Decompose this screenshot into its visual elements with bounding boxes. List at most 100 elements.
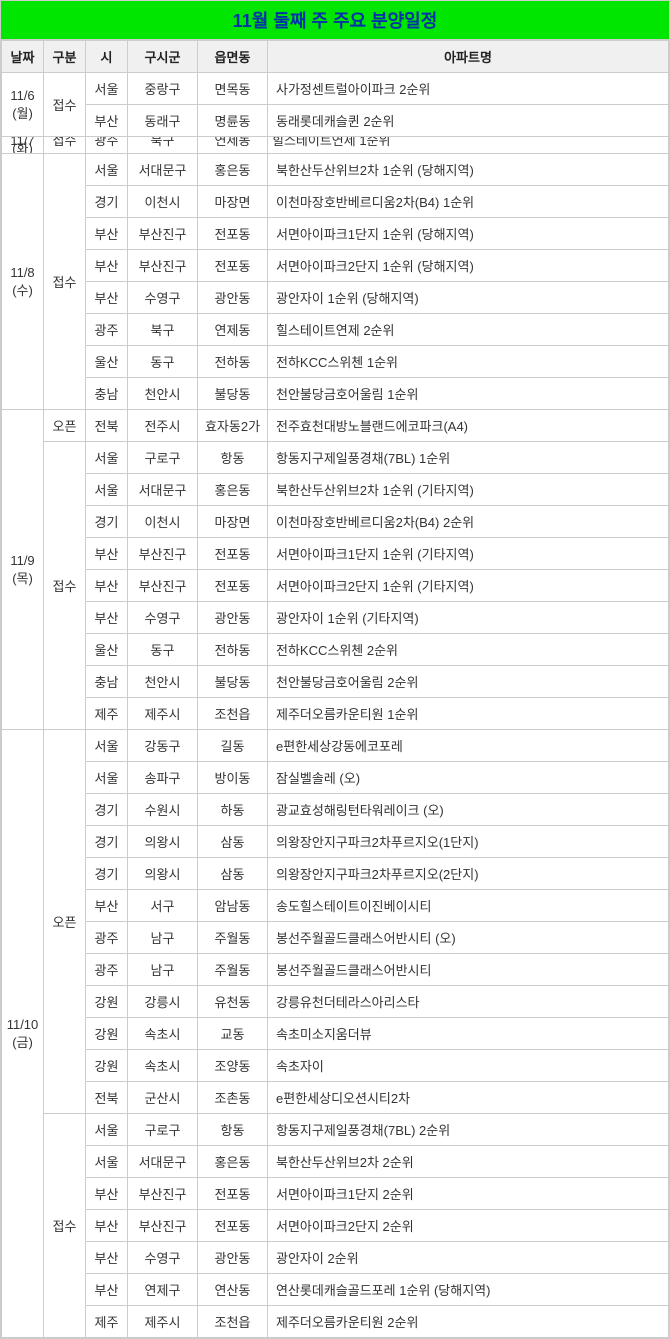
- table-row: 경기수원시하동광교효성해링턴타워레이크 (오): [2, 794, 669, 826]
- city-cell: 부산: [86, 1242, 128, 1274]
- city-cell: 경기: [86, 506, 128, 538]
- district-cell: 이천시: [128, 186, 198, 218]
- district-cell: 중랑구: [128, 73, 198, 105]
- city-cell: 부산: [86, 538, 128, 570]
- apartment-cell: 제주더오름카운티원 2순위: [268, 1306, 669, 1338]
- dong-cell: 홍은동: [198, 154, 268, 186]
- city-cell: 울산: [86, 634, 128, 666]
- district-cell: 동래구: [128, 105, 198, 137]
- city-cell: 서울: [86, 442, 128, 474]
- district-cell: 서대문구: [128, 1146, 198, 1178]
- dong-cell: 효자동2가: [198, 410, 268, 442]
- dong-cell: 불당동: [198, 666, 268, 698]
- apartment-cell: 속초자이: [268, 1050, 669, 1082]
- dong-cell: 전포동: [198, 1178, 268, 1210]
- city-cell: 부산: [86, 1210, 128, 1242]
- table-row: 부산수영구광안동광안자이 1순위 (기타지역): [2, 602, 669, 634]
- apartment-cell: 광안자이 2순위: [268, 1242, 669, 1274]
- city-cell: 충남: [86, 666, 128, 698]
- apartment-cell: 천안불당금호어울림 2순위: [268, 666, 669, 698]
- city-cell: 서울: [86, 730, 128, 762]
- apartment-cell: 동래롯데캐슬퀸 2순위: [268, 105, 669, 137]
- apartment-cell: 서면아이파크1단지 1순위 (기타지역): [268, 538, 669, 570]
- date-cell: 11/10 (금): [2, 730, 44, 1338]
- apartment-cell: 천안불당금호어울림 1순위: [268, 378, 669, 410]
- dong-cell: 홍은동: [198, 474, 268, 506]
- table-row: 광주북구연제동힐스테이트연제 2순위: [2, 314, 669, 346]
- table-row: 충남천안시불당동천안불당금호어울림 1순위: [2, 378, 669, 410]
- apartment-cell: 이천마장호반베르디움2차(B4) 2순위: [268, 506, 669, 538]
- dong-cell: 전포동: [198, 218, 268, 250]
- city-cell: 부산: [86, 890, 128, 922]
- apartment-cell: 힐스테이트연제 1순위: [268, 137, 669, 154]
- table-row: 경기의왕시삼동의왕장안지구파크2차푸르지오(1단지): [2, 826, 669, 858]
- district-cell: 구로구: [128, 1114, 198, 1146]
- table-row: 부산부산진구전포동서면아이파크1단지 1순위 (당해지역): [2, 218, 669, 250]
- dong-cell: 연제동: [198, 314, 268, 346]
- apartment-cell: e편한세상디오션시티2차: [268, 1082, 669, 1114]
- apartment-cell: 전주효천대방노블랜드에코파크(A4): [268, 410, 669, 442]
- dong-cell: 전하동: [198, 346, 268, 378]
- table-row: 충남천안시불당동천안불당금호어울림 2순위: [2, 666, 669, 698]
- district-cell: 천안시: [128, 666, 198, 698]
- col-header-dong: 읍면동: [198, 41, 268, 73]
- table-row: 서울송파구방이동잠실벨솔레 (오): [2, 762, 669, 794]
- city-cell: 강원: [86, 1050, 128, 1082]
- city-cell: 경기: [86, 794, 128, 826]
- city-cell: 전북: [86, 410, 128, 442]
- table-row: 11/8 (수)접수서울서대문구홍은동북한산두산위브2차 1순위 (당해지역): [2, 154, 669, 186]
- date-cell: 11/9 (목): [2, 410, 44, 730]
- table-row: 부산부산진구전포동서면아이파크1단지 2순위: [2, 1178, 669, 1210]
- city-cell: 부산: [86, 282, 128, 314]
- apartment-cell: 서면아이파크1단지 1순위 (당해지역): [268, 218, 669, 250]
- city-cell: 부산: [86, 218, 128, 250]
- table-row: 전북군산시조촌동e편한세상디오션시티2차: [2, 1082, 669, 1114]
- table-row: 부산부산진구전포동서면아이파크2단지 1순위 (당해지역): [2, 250, 669, 282]
- apartment-cell: 광안자이 1순위 (기타지역): [268, 602, 669, 634]
- apartment-cell: 의왕장안지구파크2차푸르지오(2단지): [268, 858, 669, 890]
- dong-cell: 항동: [198, 442, 268, 474]
- table-row: 광주남구주월동봉선주월골드클래스어반시티 (오): [2, 922, 669, 954]
- table-row: 11/9 (목)오픈전북전주시효자동2가전주효천대방노블랜드에코파크(A4): [2, 410, 669, 442]
- district-cell: 강동구: [128, 730, 198, 762]
- district-cell: 이천시: [128, 506, 198, 538]
- dong-cell: 전하동: [198, 634, 268, 666]
- apartment-cell: 속초미소지움더뷰: [268, 1018, 669, 1050]
- city-cell: 광주: [86, 314, 128, 346]
- apartment-cell: 서면아이파크2단지 1순위 (기타지역): [268, 570, 669, 602]
- table-row: 접수서울구로구항동항동지구제일풍경채(7BL) 1순위: [2, 442, 669, 474]
- table-row: 서울서대문구홍은동북한산두산위브2차 1순위 (기타지역): [2, 474, 669, 506]
- apartment-cell: 송도힐스테이트이진베이시티: [268, 890, 669, 922]
- district-cell: 동구: [128, 634, 198, 666]
- dong-cell: 주월동: [198, 922, 268, 954]
- dong-cell: 면목동: [198, 73, 268, 105]
- type-cell: 접수: [44, 154, 86, 410]
- table-row: 부산서구암남동송도힐스테이트이진베이시티: [2, 890, 669, 922]
- district-cell: 부산진구: [128, 1210, 198, 1242]
- apartment-cell: 사가정센트럴아이파크 2순위: [268, 73, 669, 105]
- date-cell: 11/6 (월): [2, 73, 44, 137]
- dong-cell: 조천읍: [198, 1306, 268, 1338]
- district-cell: 속초시: [128, 1050, 198, 1082]
- apartment-cell: 제주더오름카운티원 1순위: [268, 698, 669, 730]
- dong-cell: 연산동: [198, 1274, 268, 1306]
- table-row: 울산동구전하동전하KCC스위첸 1순위: [2, 346, 669, 378]
- dong-cell: 조천읍: [198, 698, 268, 730]
- district-cell: 서구: [128, 890, 198, 922]
- table-row: 부산부산진구전포동서면아이파크1단지 1순위 (기타지역): [2, 538, 669, 570]
- city-cell: 광주: [86, 954, 128, 986]
- apartment-cell: 서면아이파크2단지 2순위: [268, 1210, 669, 1242]
- dong-cell: 연제동: [198, 137, 268, 154]
- district-cell: 제주시: [128, 698, 198, 730]
- table-row: 부산부산진구전포동서면아이파크2단지 2순위: [2, 1210, 669, 1242]
- city-cell: 제주: [86, 1306, 128, 1338]
- apartment-cell: 힐스테이트연제 2순위: [268, 314, 669, 346]
- district-cell: 천안시: [128, 378, 198, 410]
- type-cell: 접수: [44, 1114, 86, 1338]
- table-row: 부산수영구광안동광안자이 1순위 (당해지역): [2, 282, 669, 314]
- district-cell: 서대문구: [128, 474, 198, 506]
- type-cell: 접수: [44, 137, 86, 154]
- district-cell: 남구: [128, 954, 198, 986]
- type-cell: 접수: [44, 442, 86, 730]
- schedule-table: 날짜 구분 시 구시군 읍면동 아파트명 11/6 (월)접수서울중랑구면목동사…: [1, 40, 669, 1338]
